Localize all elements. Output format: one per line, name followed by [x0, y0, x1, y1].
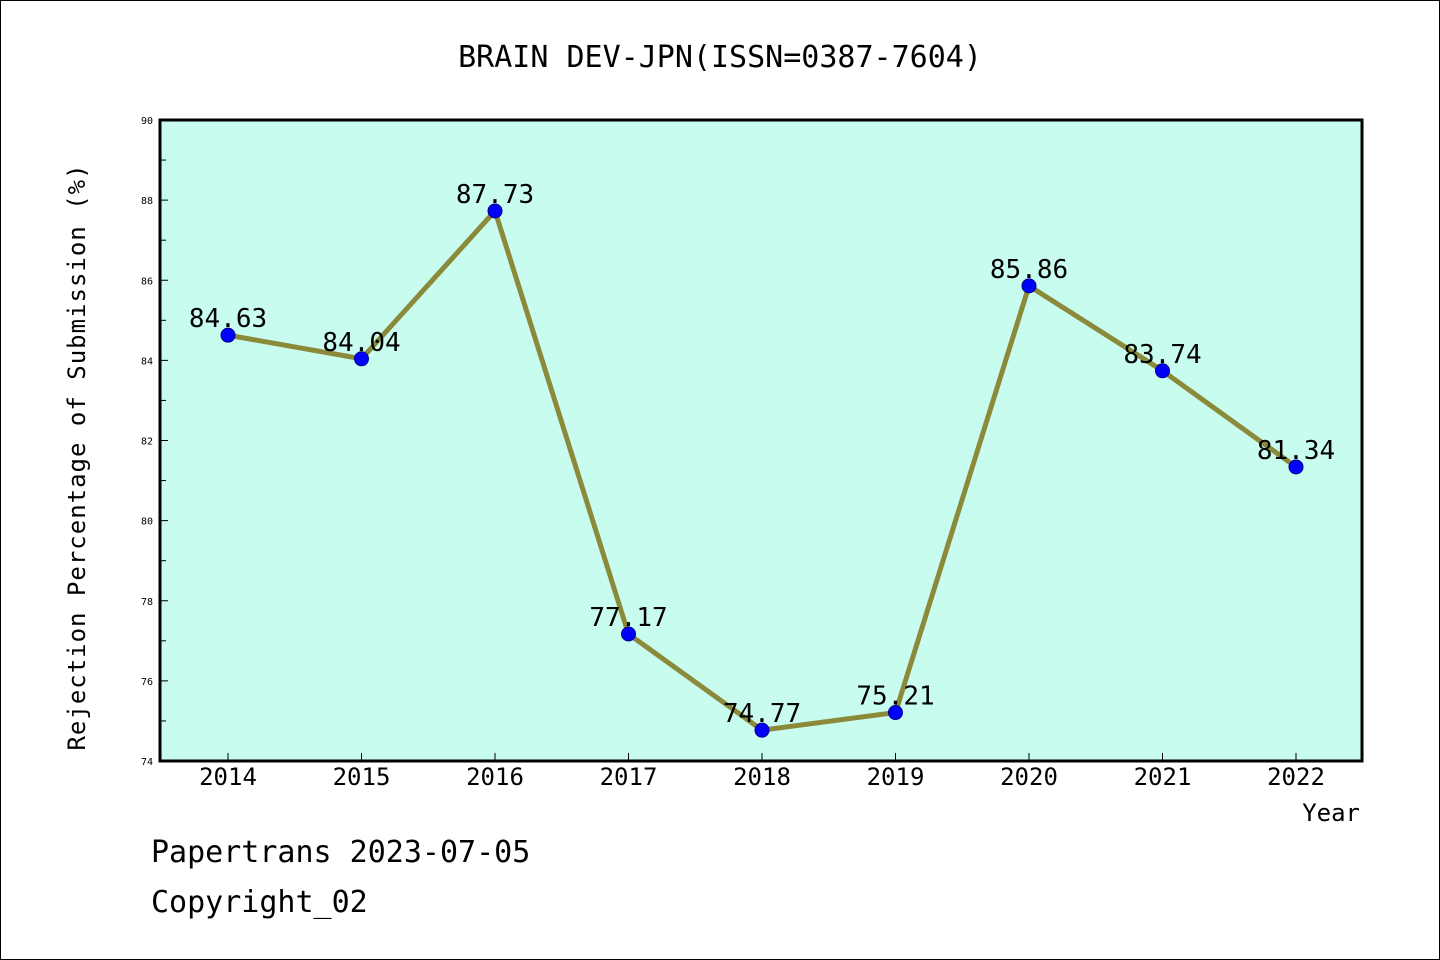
y-tick-label: 80 — [141, 517, 153, 528]
x-tick-label: 2022 — [1267, 763, 1325, 791]
x-tick-label: 2019 — [867, 763, 925, 791]
y-tick-label: 86 — [141, 276, 153, 287]
x-tick-label: 2015 — [333, 763, 391, 791]
x-tick-label: 2021 — [1134, 763, 1192, 791]
chart-title: BRAIN DEV-JPN(ISSN=0387-7604) — [458, 40, 982, 75]
y-tick-label: 84 — [141, 356, 153, 367]
plot-area — [160, 120, 1362, 761]
data-point-marker — [220, 327, 236, 343]
data-label: 83.74 — [1123, 340, 1201, 370]
data-point-marker — [1155, 363, 1170, 379]
data-point-marker — [354, 351, 369, 367]
data-label: 85.86 — [990, 255, 1068, 285]
footer-copyright-text: Copyright_02 — [151, 885, 368, 920]
y-axis-label: Rejection Percentage of Submission (%) — [63, 163, 91, 750]
x-tick-label: 2017 — [600, 763, 658, 791]
y-tick-label: 78 — [141, 597, 153, 608]
data-point-marker — [754, 722, 770, 738]
x-tick-label: 2018 — [733, 763, 791, 791]
y-tick-label: 76 — [141, 677, 153, 688]
x-tick-label: 2014 — [199, 763, 257, 791]
data-label: 84.63 — [189, 304, 267, 334]
data-point-marker — [621, 626, 636, 642]
data-point-marker — [487, 203, 503, 219]
data-label: 75.21 — [856, 682, 934, 712]
data-point-marker — [1288, 459, 1304, 475]
y-tick-label: 74 — [141, 757, 153, 768]
data-label: 81.34 — [1257, 436, 1335, 466]
x-axis-label: Year — [1302, 799, 1360, 827]
data-label: 74.77 — [723, 699, 801, 729]
data-labels: 84.63 84.04 87.73 77.17 74.77 75.21 85.86 83.74… — [189, 180, 1335, 729]
footer-date-text: Papertrans 2023-07-05 — [151, 835, 531, 870]
data-label: 87.73 — [456, 180, 534, 210]
plot-frame — [158, 118, 1364, 763]
y-tick-label: 82 — [141, 437, 153, 448]
data-label: 84.04 — [322, 328, 400, 358]
x-tick-label: 2020 — [1000, 763, 1058, 791]
data-point-marker — [888, 705, 903, 721]
data-point-marker — [1021, 278, 1037, 294]
x-axis: 2014 2015 2016 2017 2018 2019 2020 2021 2022 — [199, 753, 1325, 791]
y-tick-label: 88 — [141, 196, 153, 207]
x-tick-label: 2016 — [466, 763, 524, 791]
y-tick-label: 90 — [141, 116, 153, 127]
data-label: 77.17 — [589, 603, 667, 633]
data-points — [220, 203, 1304, 738]
